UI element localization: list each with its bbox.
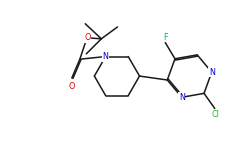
Text: N: N <box>209 68 215 77</box>
Text: Cl: Cl <box>212 110 220 119</box>
Text: N: N <box>179 93 185 102</box>
Text: O: O <box>84 33 90 42</box>
Text: O: O <box>68 82 75 91</box>
Text: F: F <box>163 33 168 42</box>
Text: N: N <box>103 52 108 61</box>
